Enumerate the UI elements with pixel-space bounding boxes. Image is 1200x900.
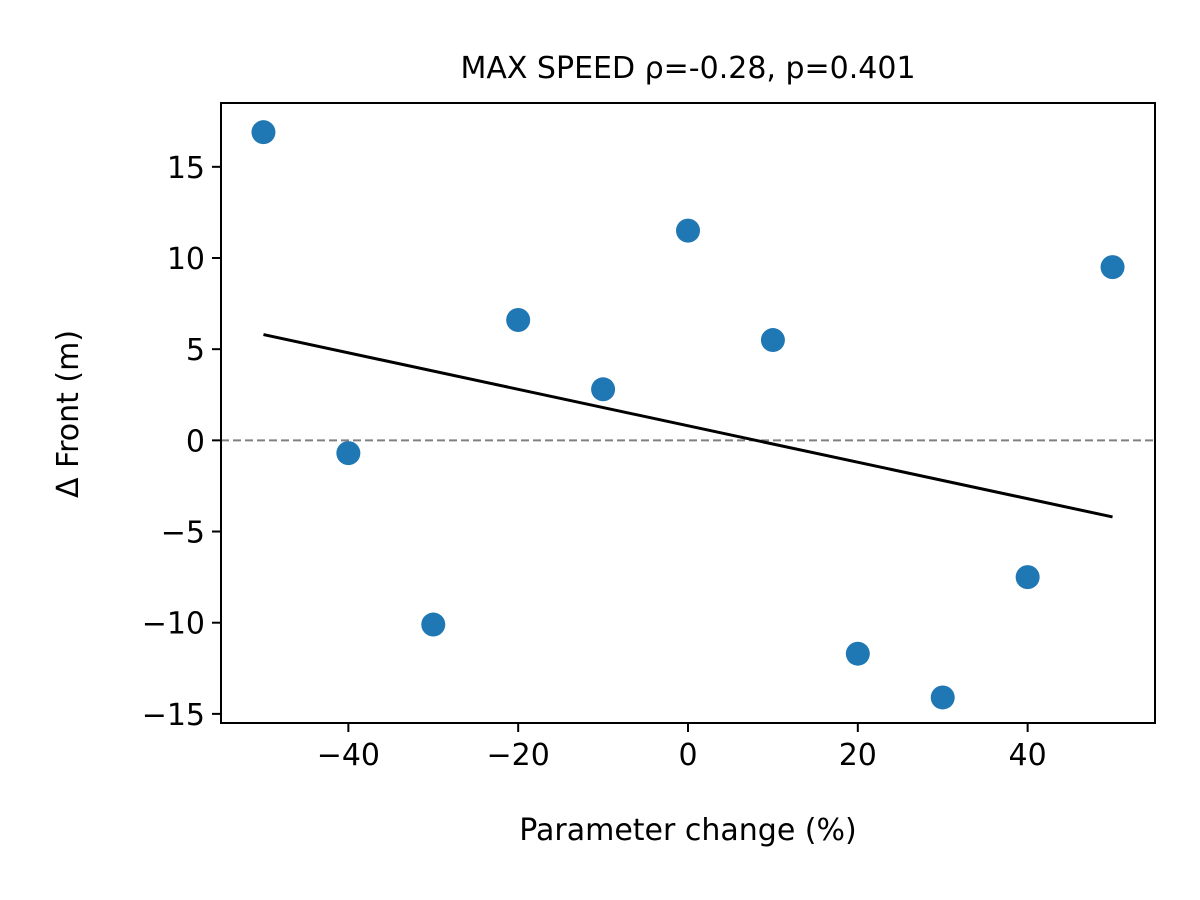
y-tick-label: 10 [167,242,205,277]
plot-frame [220,102,1156,724]
x-tick-label: 20 [839,738,877,773]
data-point [676,218,700,243]
data-point [845,641,870,666]
x-tick-label: −20 [487,738,550,773]
data-point [251,120,276,145]
data-point [506,308,531,332]
data-point [930,685,955,710]
data-point [336,441,361,466]
data-point [591,377,616,402]
data-point [421,612,446,637]
chart-title: MAX SPEED ρ=-0.28, p=0.401 [460,51,915,86]
y-tick-label: 5 [186,333,205,368]
x-axis-ticks: −40 −20 0 20 40 [317,723,1047,773]
fit-line [263,333,1113,519]
y-tick-label: −5 [161,516,205,551]
x-tick-label: 0 [678,738,697,773]
y-tick-label: −10 [142,607,205,642]
y-axis-ticks: −15 −10 −5 0 5 10 15 [142,151,221,733]
plot-area [221,120,1155,710]
y-tick-label: −15 [142,698,205,733]
y-tick-label: 0 [186,424,205,459]
x-tick-label: −40 [317,738,380,773]
y-axis-label: Δ Front (m) [51,330,86,498]
x-axis-label: Parameter change (%) [519,813,856,848]
data-point [760,328,785,353]
data-point [1100,255,1125,280]
x-tick-label: 40 [1009,738,1047,773]
data-point [1015,565,1040,590]
y-tick-label: 15 [167,151,205,186]
